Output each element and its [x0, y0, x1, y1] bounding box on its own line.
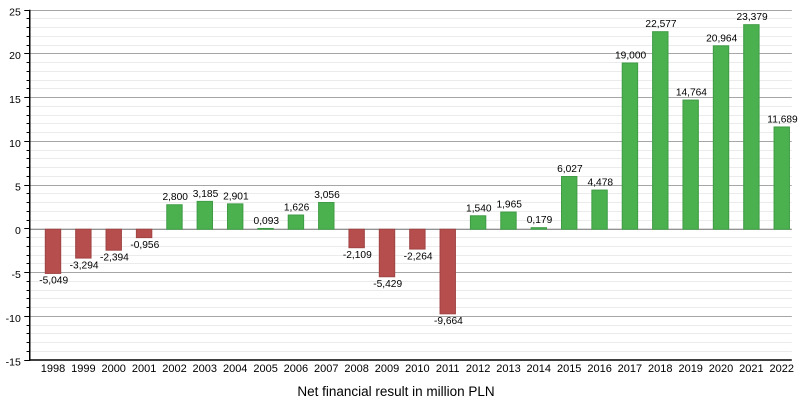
svg-text:2003: 2003 [193, 363, 217, 375]
svg-text:2013: 2013 [496, 363, 520, 375]
svg-text:2019: 2019 [678, 363, 702, 375]
svg-text:2021: 2021 [739, 363, 763, 375]
svg-text:10: 10 [9, 138, 21, 150]
svg-text:11,689: 11,689 [767, 115, 798, 126]
svg-text:1,965: 1,965 [496, 200, 522, 211]
svg-text:Net financial result in millio: Net financial result in million PLN [297, 384, 494, 399]
svg-text:2012: 2012 [466, 363, 490, 375]
svg-text:2020: 2020 [709, 363, 733, 375]
svg-text:-5,049: -5,049 [39, 276, 68, 287]
svg-text:-2,109: -2,109 [343, 250, 372, 261]
svg-text:2022: 2022 [770, 363, 794, 375]
svg-text:2001: 2001 [132, 363, 156, 375]
svg-text:-15: -15 [6, 357, 21, 369]
svg-text:2016: 2016 [587, 363, 611, 375]
svg-text:-10: -10 [6, 313, 21, 325]
svg-text:-2,264: -2,264 [404, 251, 433, 262]
svg-text:23,379: 23,379 [737, 12, 768, 23]
svg-text:22,577: 22,577 [645, 19, 676, 30]
svg-text:-5: -5 [11, 269, 20, 281]
svg-text:4,478: 4,478 [588, 178, 614, 189]
svg-text:2007: 2007 [314, 363, 338, 375]
svg-text:2015: 2015 [557, 363, 581, 375]
svg-text:2005: 2005 [253, 363, 277, 375]
svg-text:14,764: 14,764 [676, 88, 707, 99]
svg-text:2006: 2006 [284, 363, 308, 375]
svg-text:1,540: 1,540 [466, 203, 492, 214]
svg-text:3,185: 3,185 [193, 189, 219, 200]
svg-text:1999: 1999 [71, 363, 95, 375]
svg-text:2008: 2008 [344, 363, 368, 375]
svg-text:2,800: 2,800 [162, 192, 188, 203]
svg-text:-9,664: -9,664 [434, 316, 463, 327]
svg-text:3,056: 3,056 [314, 190, 340, 201]
svg-text:1998: 1998 [41, 363, 65, 375]
svg-text:-5,429: -5,429 [373, 279, 402, 290]
svg-text:20,964: 20,964 [706, 33, 737, 44]
svg-text:2018: 2018 [648, 363, 672, 375]
svg-text:-0,956: -0,956 [130, 240, 159, 251]
svg-text:1,626: 1,626 [284, 203, 310, 214]
svg-text:2,901: 2,901 [223, 191, 249, 202]
svg-text:-3,294: -3,294 [70, 260, 99, 271]
svg-text:0,179: 0,179 [527, 215, 553, 226]
svg-text:15: 15 [9, 94, 21, 106]
svg-text:6,027: 6,027 [557, 164, 583, 175]
svg-text:0: 0 [15, 225, 21, 237]
svg-text:2009: 2009 [375, 363, 399, 375]
svg-text:2017: 2017 [618, 363, 642, 375]
svg-text:2011: 2011 [436, 363, 460, 375]
svg-text:2010: 2010 [405, 363, 429, 375]
svg-text:5: 5 [15, 182, 21, 194]
svg-text:19,000: 19,000 [615, 51, 646, 62]
svg-text:2014: 2014 [527, 363, 551, 375]
svg-text:25: 25 [9, 7, 21, 19]
svg-text:2004: 2004 [223, 363, 247, 375]
svg-text:2000: 2000 [101, 363, 125, 375]
svg-text:20: 20 [9, 50, 21, 62]
svg-text:2002: 2002 [162, 363, 186, 375]
svg-text:0,093: 0,093 [254, 216, 280, 227]
svg-text:-2,394: -2,394 [100, 252, 129, 263]
